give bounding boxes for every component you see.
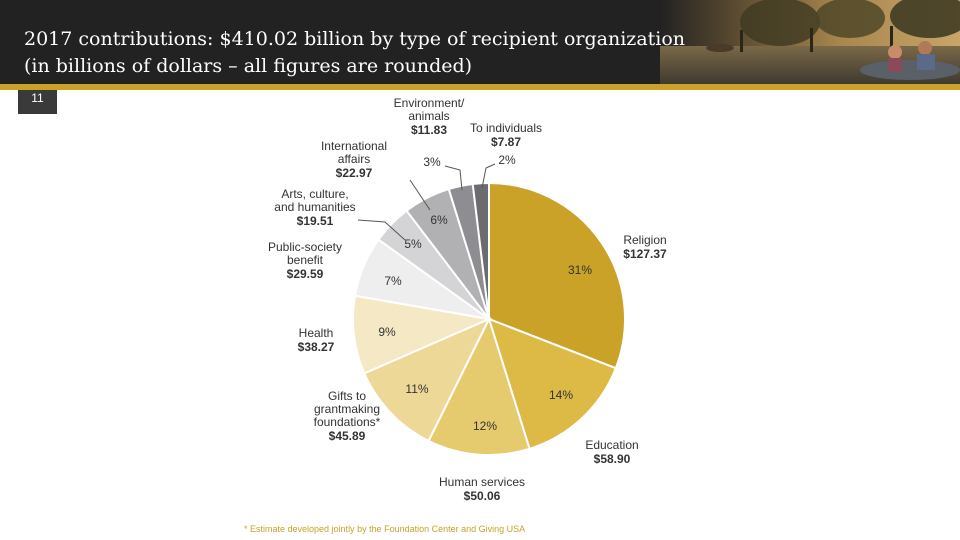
slice-label-arts-culture-and-humanities: Arts, culture,and humanities$19.51 (274, 187, 355, 228)
pct-label-education: 14% (549, 388, 573, 402)
value-label-health: $38.27 (298, 340, 335, 354)
page-title: 2017 contributions: $410.02 billion by t… (24, 26, 704, 80)
pct-label-human-services: 12% (473, 419, 497, 433)
value-label-environment-animals: $11.83 (411, 123, 447, 137)
pie-slice-education (487, 317, 618, 451)
value-label-human-services: $50.06 (464, 489, 501, 503)
value-label-arts-culture-and-humanities: $19.51 (297, 214, 334, 228)
category-label-line: Environment/ (394, 96, 465, 110)
category-label-line: Human services (439, 475, 525, 489)
slide-number: 11 (18, 90, 57, 114)
category-label-line: Religion (623, 233, 666, 247)
slice-label-environment-animals: Environment/animals$11.83 (394, 96, 465, 137)
pct-label-gifts-to-grantmaking-foundations: 11% (405, 382, 428, 396)
value-label-international-affairs: $22.97 (336, 166, 373, 180)
pct-label-religion: 31% (568, 263, 592, 277)
category-label-line: and humanities (274, 200, 355, 214)
title-bar: 2017 contributions: $410.02 billion by t… (0, 0, 960, 84)
category-label-line: grantmaking (314, 402, 380, 416)
category-label-line: To individuals (470, 121, 542, 135)
slice-label-education: Education$58.90 (585, 438, 638, 466)
title-line-1: 2017 contributions: $410.02 billion by t… (24, 28, 686, 50)
value-label-gifts-to-grantmaking-foundations: $45.89 (329, 429, 366, 443)
pct-label-environment-animals: 3% (423, 155, 441, 169)
value-label-education: $58.90 (594, 452, 631, 466)
flood-rescue-photo (660, 0, 960, 84)
pct-label-to-individuals: 2% (498, 153, 516, 167)
value-label-public-society-benefit: $29.59 (287, 267, 324, 281)
category-label-line: foundations* (314, 415, 381, 429)
category-label-line: Education (585, 438, 638, 452)
category-label-line: Health (299, 326, 334, 340)
slice-label-health: Health$38.27 (298, 326, 335, 354)
category-label-line: Public-society (268, 240, 342, 254)
pct-label-arts-culture-and-humanities: 5% (404, 237, 422, 251)
header-photo (660, 0, 960, 84)
slice-label-human-services: Human services$50.06 (439, 475, 525, 503)
pie-slice-health (352, 294, 493, 375)
value-label-religion: $127.37 (623, 247, 667, 261)
leader-line-arts-culture-and-humanities (357, 219, 406, 241)
category-label-line: animals (408, 109, 449, 123)
category-label-line: Gifts to (328, 389, 366, 403)
title-line-2: (in billions of dollars – all figures ar… (24, 55, 473, 77)
footnote: * Estimate developed jointly by the Foun… (244, 524, 526, 534)
category-label-line: International (321, 139, 387, 153)
category-label-line: affairs (338, 152, 370, 166)
pie-slice-gifts-to-grantmaking-foundations (363, 316, 492, 443)
leader-line-to-individuals (481, 163, 496, 189)
category-label-line: benefit (287, 253, 324, 267)
pct-label-public-society-benefit: 7% (384, 274, 402, 288)
pie-slice-human-services (427, 316, 531, 456)
accent-divider (0, 84, 960, 90)
pie-slice-to-individuals (471, 181, 490, 320)
category-label-line: Arts, culture, (281, 187, 348, 201)
slice-label-to-individuals: To individuals$7.87 (470, 121, 542, 149)
pie-slice-religion (488, 181, 626, 370)
leader-line-environment-animals (444, 165, 463, 191)
slice-label-religion: Religion$127.37 (623, 233, 667, 261)
leader-line-international-affairs (409, 179, 431, 211)
pct-label-international-affairs: 6% (430, 213, 448, 227)
pct-label-health: 9% (378, 325, 396, 339)
value-label-to-individuals: $7.87 (491, 135, 521, 149)
